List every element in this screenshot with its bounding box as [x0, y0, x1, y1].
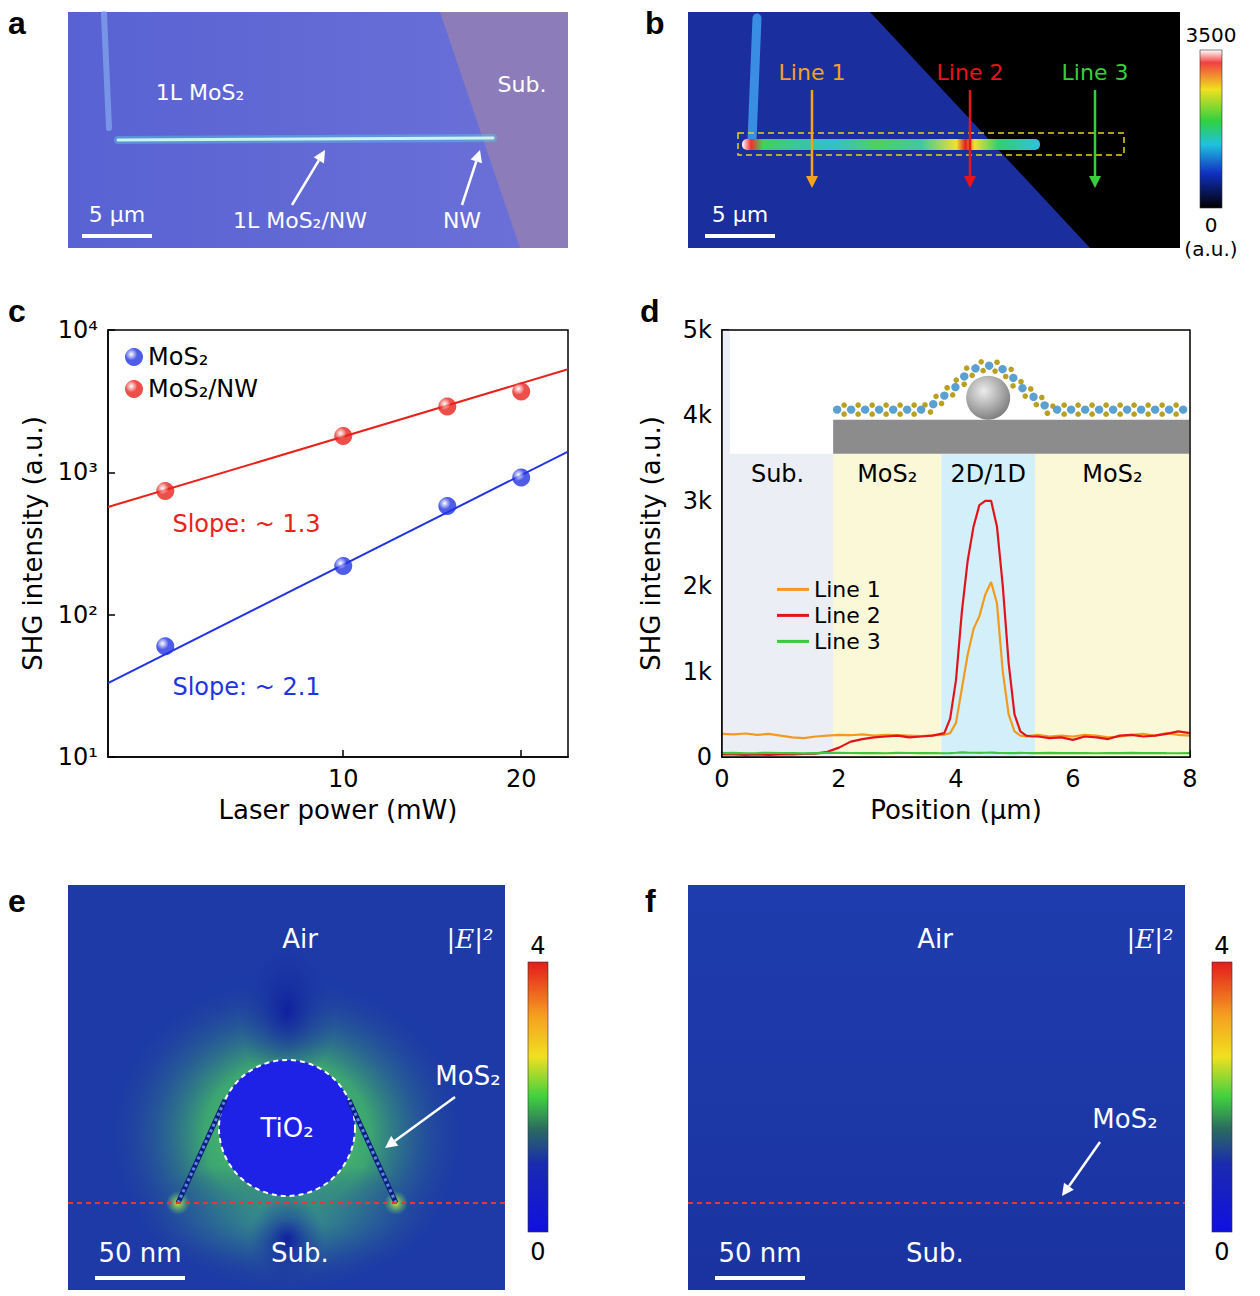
svg-text:Line 3: Line 3 — [1062, 60, 1129, 85]
svg-text:Line 2: Line 2 — [937, 60, 1004, 85]
svg-text:Line 1: Line 1 — [779, 60, 846, 85]
svg-text:Slope: ~ 1.3: Slope: ~ 1.3 — [172, 510, 320, 538]
svg-text:Sub.: Sub. — [906, 1238, 964, 1268]
svg-text:|E|²: |E|² — [447, 924, 494, 954]
svg-text:0: 0 — [1214, 1238, 1229, 1266]
svg-text:MoS₂: MoS₂ — [148, 343, 208, 371]
svg-text:0: 0 — [530, 1238, 545, 1266]
svg-text:0: 0 — [697, 743, 712, 771]
svg-text:NW: NW — [443, 208, 481, 233]
svg-text:3500: 3500 — [1186, 23, 1237, 47]
svg-text:|E|²: |E|² — [1127, 924, 1174, 954]
svg-text:10³: 10³ — [58, 458, 98, 486]
svg-text:20: 20 — [506, 765, 537, 793]
svg-text:Sub.: Sub. — [751, 460, 804, 488]
svg-text:Line 1: Line 1 — [814, 577, 881, 602]
svg-text:2k: 2k — [683, 572, 712, 600]
svg-text:10⁴: 10⁴ — [58, 316, 98, 344]
svg-text:Slope: ~ 2.1: Slope: ~ 2.1 — [172, 673, 320, 701]
svg-text:MoS₂/NW: MoS₂/NW — [148, 375, 258, 403]
svg-text:8: 8 — [1182, 765, 1197, 793]
svg-text:MoS₂: MoS₂ — [435, 1061, 500, 1091]
svg-text:Line 2: Line 2 — [814, 603, 881, 628]
svg-text:1L MoS₂: 1L MoS₂ — [156, 80, 244, 105]
svg-text:Air: Air — [282, 924, 318, 954]
svg-text:1k: 1k — [683, 658, 712, 686]
svg-text:10¹: 10¹ — [58, 743, 98, 771]
svg-text:4k: 4k — [683, 401, 712, 429]
svg-text:(a.u.): (a.u.) — [1184, 237, 1237, 261]
svg-text:6: 6 — [1065, 765, 1080, 793]
svg-text:50 nm: 50 nm — [718, 1238, 801, 1268]
svg-text:e: e — [8, 883, 26, 919]
svg-text:MoS₂: MoS₂ — [1092, 1104, 1157, 1134]
svg-text:5 μm: 5 μm — [89, 202, 145, 227]
svg-text:0: 0 — [714, 765, 729, 793]
svg-text:10²: 10² — [58, 601, 98, 629]
svg-text:4: 4 — [948, 765, 963, 793]
svg-text:Sub.: Sub. — [498, 72, 547, 97]
svg-text:c: c — [8, 293, 26, 329]
svg-text:f: f — [645, 883, 656, 919]
svg-text:1L MoS₂/NW: 1L MoS₂/NW — [233, 208, 367, 233]
svg-text:SHG intensity (a.u.): SHG intensity (a.u.) — [636, 416, 666, 671]
svg-text:5k: 5k — [683, 316, 712, 344]
svg-text:3k: 3k — [683, 487, 712, 515]
svg-text:2D/1D: 2D/1D — [950, 460, 1026, 488]
svg-text:2: 2 — [831, 765, 846, 793]
svg-text:SHG intensity (a.u.): SHG intensity (a.u.) — [18, 416, 48, 671]
svg-text:MoS₂: MoS₂ — [857, 460, 917, 488]
svg-text:a: a — [8, 5, 26, 41]
svg-text:Line 3: Line 3 — [814, 629, 881, 654]
svg-text:4: 4 — [1214, 932, 1229, 960]
svg-text:TiO₂: TiO₂ — [259, 1113, 313, 1143]
svg-text:50 nm: 50 nm — [98, 1238, 181, 1268]
svg-text:b: b — [645, 5, 665, 41]
svg-text:Air: Air — [917, 924, 953, 954]
svg-text:10: 10 — [328, 765, 359, 793]
svg-text:Laser power (mW): Laser power (mW) — [219, 795, 458, 825]
svg-text:4: 4 — [530, 932, 545, 960]
svg-text:0: 0 — [1205, 213, 1218, 237]
svg-text:MoS₂: MoS₂ — [1082, 460, 1142, 488]
svg-text:5 μm: 5 μm — [712, 202, 768, 227]
svg-text:Sub.: Sub. — [271, 1238, 329, 1268]
svg-text:d: d — [640, 293, 660, 329]
svg-text:Position (μm): Position (μm) — [870, 795, 1042, 825]
